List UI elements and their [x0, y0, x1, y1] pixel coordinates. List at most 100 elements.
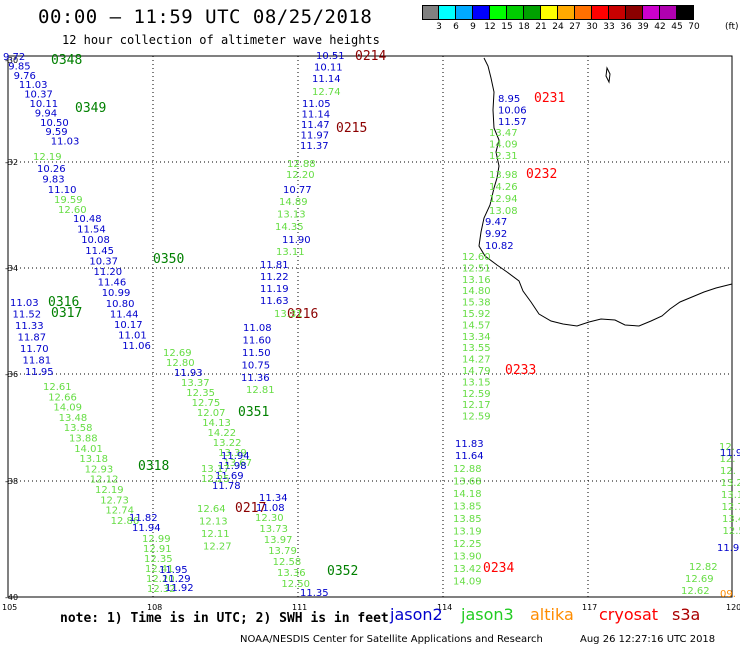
wave-height-value: 11.08 [256, 503, 285, 514]
wave-height-value: 10.75 [242, 361, 271, 372]
wave-height-value: 11.44 [110, 309, 139, 320]
scale-swatch-9 [575, 5, 592, 20]
wave-height-value: 10.80 [106, 299, 135, 310]
wave-height-value: 13.37 [181, 378, 210, 389]
lat-label: -36 [5, 370, 18, 379]
wave-height-value: 11.03 [19, 80, 48, 91]
wave-height-value: 12. [720, 454, 736, 465]
lat-label: -34 [5, 264, 18, 273]
wave-height-value: 11.06 [122, 341, 151, 352]
wave-height-value: 11.14 [312, 74, 341, 85]
scale-label: 15 [501, 22, 513, 32]
wave-height-value: 12.61 [43, 382, 72, 393]
scale-swatch-3 [473, 5, 490, 20]
pass-label: 0352 [327, 564, 358, 579]
wave-height-value: 09. [720, 589, 736, 600]
legend-cryosat: cryosat [599, 605, 659, 624]
wave-height-value: 14.79 [462, 366, 491, 377]
wave-height-value: 12.11 [201, 529, 230, 540]
wave-height-value: 11.94 [132, 523, 161, 534]
lat-label: -38 [5, 477, 18, 486]
wave-height-value: 12.25 [453, 539, 482, 550]
wave-height-value: 11.35 [300, 588, 329, 599]
wave-height-value: 12.50 [281, 579, 310, 590]
wave-height-value: 13.11 [276, 247, 305, 258]
wave-height-value: 10.11 [314, 63, 343, 74]
wave-height-value: 14.26 [489, 182, 518, 193]
wave-height-value: 11.81 [23, 356, 52, 367]
wave-height-value: 11.93 [717, 543, 740, 554]
wave-height-value: 12.60 [58, 205, 87, 216]
wave-height-value: 11.03 [10, 298, 39, 309]
lon-label: 108 [147, 603, 162, 612]
scale-label: 24 [552, 22, 564, 32]
wave-height-value: 11.9 [720, 448, 740, 459]
wave-height-value: 14.18 [453, 489, 482, 500]
wave-height-value: 12.64 [197, 504, 226, 515]
wave-height-value: 12.99 [142, 534, 171, 545]
wave-height-value: 13.12 [721, 490, 740, 501]
lat-label: -32 [5, 158, 18, 167]
wave-height-value: 10.51 [316, 51, 345, 62]
wave-height-value: 10.50 [40, 118, 69, 129]
wave-height-value: 12.86 [111, 516, 140, 527]
wave-height-value: 10.11 [30, 99, 59, 110]
generated-timestamp: Aug 26 12:27:16 UTC 2018 [580, 634, 716, 645]
wave-height-value: 9.59 [45, 127, 67, 138]
wave-height-value: 11.92 [165, 583, 194, 594]
wave-height-value: 14.57 [462, 320, 491, 331]
wave-height-value: 13.28 [721, 478, 740, 489]
scale-swatch-11 [609, 5, 626, 20]
wave-height-value: 11.47 [301, 120, 330, 131]
scale-label: 33 [603, 22, 615, 32]
wave-height-value: 11.34 [259, 493, 288, 504]
scale-label: 12 [484, 22, 496, 32]
wave-height-value: 11.95 [25, 367, 54, 378]
island-outline [605, 66, 611, 84]
wave-height-value: 12.75 [192, 398, 221, 409]
lon-label: 114 [437, 603, 452, 612]
scale-swatch-8 [558, 5, 575, 20]
wave-height-value: 11.93 [174, 368, 203, 379]
pass-label: 0318 [138, 459, 169, 474]
pass-label: 0234 [483, 561, 514, 576]
wave-height-value: 14.80 [462, 286, 491, 297]
wave-height-value: 12.60 [462, 252, 491, 263]
wave-height-value: 15.38 [462, 298, 491, 309]
wave-height-value: 9.47 [485, 217, 507, 228]
credit-line: NOAA/NESDIS Center for Satellite Applica… [240, 634, 543, 645]
pass-label: 0349 [75, 101, 106, 116]
wave-height-value: 11.69 [215, 471, 244, 482]
wave-height-value: 10.06 [498, 106, 527, 117]
wave-height-value: 11.52 [13, 310, 42, 321]
scale-swatch-5 [507, 5, 524, 20]
wave-height-value: 11.45 [85, 246, 114, 257]
wave-height-value: 13.73 [259, 524, 288, 535]
wave-height-value: 11.33 [15, 321, 44, 332]
wave-height-value: 12.32 [147, 584, 176, 595]
wave-height-value: 11.70 [20, 344, 49, 355]
map-frame [7, 55, 733, 598]
wave-height-value: 14.09 [453, 577, 482, 588]
wave-height-value: 11.98 [218, 461, 247, 472]
wave-height-value: 13.16 [462, 275, 491, 286]
wave-height-value: 11.54 [77, 225, 106, 236]
wave-height-value: 11.90 [282, 235, 311, 246]
wave-height-value: 10.17 [114, 320, 143, 331]
wave-height-value: 13.98 [489, 170, 518, 181]
pass-label: 0231 [534, 91, 565, 106]
wave-height-value: 11.95 [159, 565, 188, 576]
wave-height-value: 10.48 [73, 214, 102, 225]
wave-height-value: 12.88 [287, 159, 316, 170]
pass-label: 0351 [238, 405, 269, 420]
wave-height-value: 11.36 [241, 373, 270, 384]
wave-height-value: 13.19 [453, 527, 482, 538]
footer-note: note: 1) Time is in UTC; 2) SWH is in fe… [60, 611, 389, 626]
wave-height-value: 12.20 [286, 170, 315, 181]
scale-label: 3 [436, 22, 442, 32]
wave-height-value: 13.22 [213, 438, 242, 449]
wave-height-value: 10.77 [283, 185, 312, 196]
scale-swatch-6 [524, 5, 541, 20]
wave-height-value: 14.27 [462, 355, 491, 366]
wave-height-value: 9.94 [35, 108, 57, 119]
